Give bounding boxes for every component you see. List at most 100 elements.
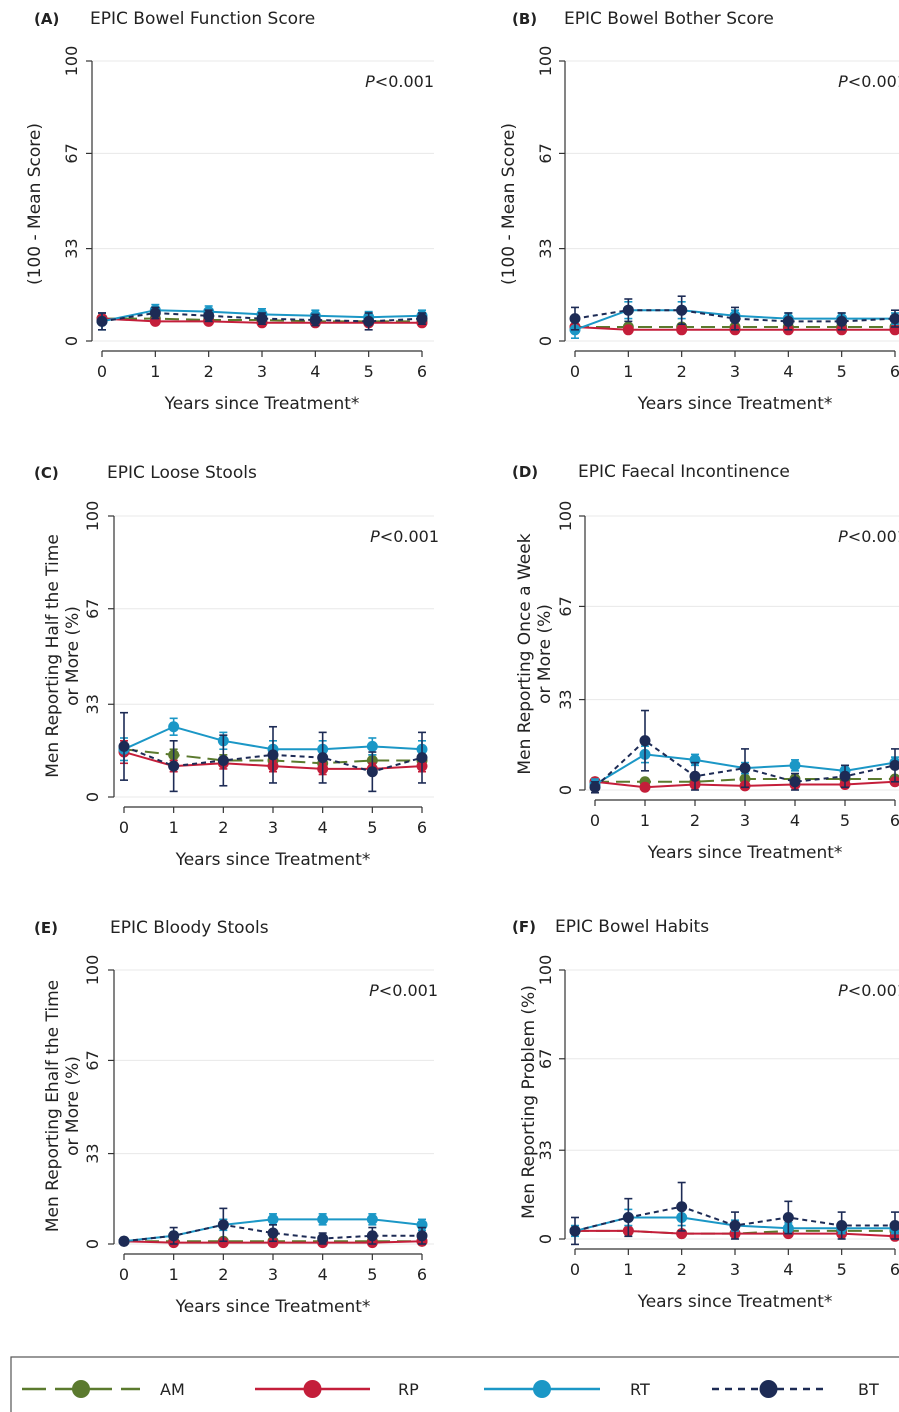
- y-tick-label: 67: [536, 143, 555, 163]
- x-tick-label: 1: [169, 1265, 179, 1284]
- x-tick-label: 0: [119, 1265, 129, 1284]
- data-point: [217, 1237, 229, 1249]
- y-axis-label-line: Men Reporting Once a Week: [515, 533, 535, 774]
- series-bt: [118, 1207, 428, 1247]
- x-tick-label: 5: [837, 1260, 847, 1279]
- legend-swatch-marker: [72, 1380, 90, 1398]
- data-point: [267, 749, 279, 761]
- panel-e: (E) EPIC Bloody Stools 0 33 67 100 0 1 2 3 4 5 6 Year…: [34, 918, 438, 1317]
- x-axis-label: Years since Treatment*: [175, 1297, 371, 1317]
- data-point: [309, 314, 321, 326]
- x-tick-label: 4: [318, 818, 328, 837]
- data-point: [416, 1230, 428, 1242]
- x-tick-label: 3: [268, 1265, 278, 1284]
- data-point: [676, 1201, 688, 1213]
- legend-label: RP: [398, 1380, 419, 1399]
- data-point: [267, 1227, 279, 1239]
- panel-title: EPIC Bloody Stools: [110, 918, 269, 938]
- p-value-number: <0.001: [379, 981, 438, 1000]
- data-point: [639, 781, 651, 793]
- data-point: [622, 304, 634, 316]
- y-axis-label-line: or More (%): [535, 604, 555, 704]
- legend-label: AM: [160, 1380, 185, 1399]
- y-tick-label: 0: [536, 1234, 555, 1244]
- data-point: [149, 307, 161, 319]
- data-point: [217, 754, 229, 766]
- x-tick-label: 4: [318, 1265, 328, 1284]
- y-tick-label: 67: [62, 143, 81, 163]
- y-tick-label: 33: [83, 1143, 102, 1163]
- panel-d: (D) EPIC Faecal Incontinence 0 33 67 100 0 1 2 3 4…: [512, 462, 899, 863]
- data-point: [789, 759, 801, 771]
- legend-swatch-marker: [759, 1380, 778, 1398]
- y-axis-label-line: (100 - Mean Score): [25, 123, 45, 285]
- x-tick-label: 1: [150, 362, 160, 381]
- x-tick-label: 2: [218, 818, 228, 837]
- x-tick-label: 2: [677, 362, 687, 381]
- p-value: P<0.001: [838, 981, 899, 1000]
- y-tick-label: 0: [536, 336, 555, 346]
- p-value: P<0.001: [838, 72, 899, 91]
- legend-box: [10, 1356, 899, 1412]
- panel-letter: (E): [34, 919, 58, 937]
- data-point: [267, 1213, 279, 1225]
- panel-title: EPIC Bowel Function Score: [90, 9, 315, 29]
- legend-swatch-marker: [533, 1380, 551, 1398]
- y-tick-label: 33: [83, 694, 102, 714]
- y-axis-label-line: (100 - Mean Score): [499, 123, 519, 285]
- y-axis-label: Men Reporting Ehalf the Timeor More (%): [43, 980, 83, 1232]
- panel-title: EPIC Bowel Bother Score: [564, 9, 774, 29]
- panel-a: (A) EPIC Bowel Function Score 0 33 67 100 0 1 2 3…: [25, 9, 434, 414]
- series-bt: [569, 295, 899, 331]
- data-point: [317, 1213, 329, 1225]
- p-value-number: <0.001: [848, 72, 899, 91]
- x-tick-label: 5: [840, 811, 850, 830]
- panel-letter: (F): [512, 918, 536, 936]
- y-tick-label: 67: [556, 596, 575, 616]
- legend-swatch-marker: [303, 1380, 322, 1398]
- x-axis-label: Years since Treatment*: [647, 843, 843, 863]
- data-point: [168, 760, 180, 772]
- data-point: [366, 1230, 378, 1242]
- data-point: [782, 1211, 794, 1223]
- data-point: [96, 315, 108, 327]
- data-point: [589, 781, 601, 793]
- p-value: P<0.001: [369, 981, 438, 1000]
- panel-letter: (B): [512, 10, 537, 28]
- data-point: [836, 1220, 848, 1232]
- legend-item-rp: RP: [255, 1380, 419, 1399]
- y-tick-label: 33: [62, 238, 81, 258]
- data-point: [639, 735, 651, 747]
- data-point: [267, 1237, 279, 1249]
- y-tick-label: 100: [536, 46, 555, 77]
- x-tick-label: 6: [890, 362, 899, 381]
- data-point: [622, 1211, 634, 1223]
- data-point: [569, 1225, 581, 1237]
- x-tick-label: 3: [257, 362, 267, 381]
- legend-item-bt: BT: [712, 1380, 879, 1399]
- y-tick-label: 67: [536, 1049, 555, 1069]
- x-axis-label: Years since Treatment*: [175, 850, 371, 870]
- y-tick-label: 67: [83, 1050, 102, 1070]
- x-tick-label: 1: [623, 362, 633, 381]
- x-tick-label: 4: [310, 362, 320, 381]
- y-axis-label-line: Men Reporting Ehalf the Time: [43, 980, 63, 1232]
- y-tick-label: 0: [556, 785, 575, 795]
- panel-letter: (C): [34, 464, 59, 482]
- x-tick-label: 4: [783, 362, 793, 381]
- y-tick-label: 67: [83, 599, 102, 619]
- data-point: [676, 324, 688, 336]
- data-point: [569, 313, 581, 325]
- x-tick-label: 3: [730, 1260, 740, 1279]
- data-point: [203, 310, 215, 322]
- y-tick-label: 100: [62, 46, 81, 77]
- x-tick-label: 6: [890, 811, 899, 830]
- panel-letter: (A): [34, 10, 59, 28]
- x-tick-label: 1: [640, 811, 650, 830]
- x-tick-label: 6: [890, 1260, 899, 1279]
- y-axis-label-line: Men Reporting Problem (%): [519, 985, 539, 1219]
- x-axis-label: Years since Treatment*: [637, 1292, 833, 1312]
- x-tick-label: 2: [218, 1265, 228, 1284]
- p-value-letter: P: [365, 72, 375, 91]
